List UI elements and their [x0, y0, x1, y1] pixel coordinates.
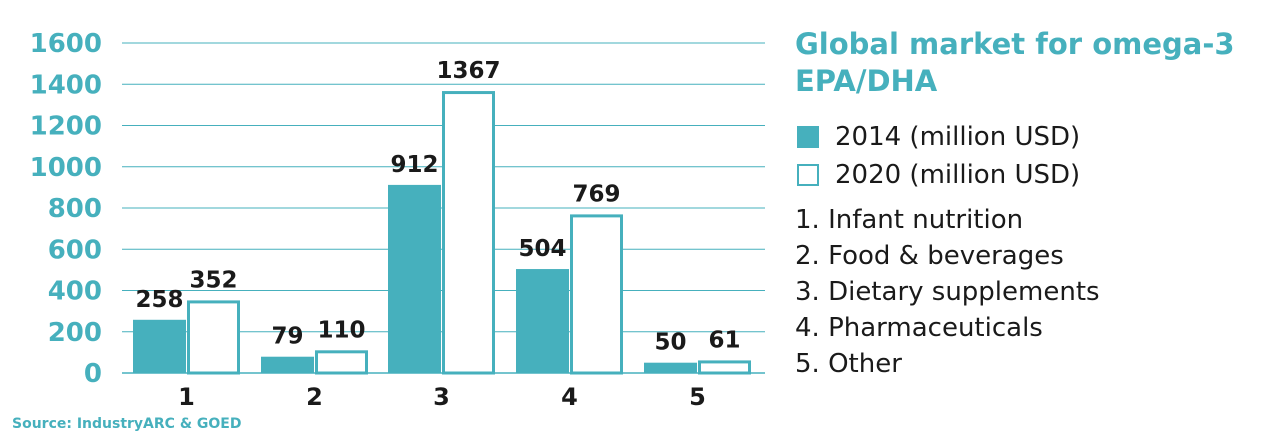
x-tick-label: 1: [178, 383, 195, 411]
bar-2020: [187, 300, 240, 375]
bar-2020: [315, 350, 368, 375]
data-label: 504: [518, 236, 566, 262]
data-label: 79: [271, 324, 303, 350]
y-tick-label: 1200: [30, 112, 102, 142]
bar-2020: [442, 91, 495, 375]
x-tick-label: 5: [689, 383, 706, 411]
y-tick-label: 0: [84, 359, 102, 389]
category-key-item: 4. Pharmaceuticals: [795, 313, 1043, 343]
data-label: 50: [654, 330, 686, 356]
x-tick-label: 2: [306, 383, 323, 411]
bar-2014: [133, 319, 186, 373]
legend: 2014 (million USD) 2020 (million USD): [795, 118, 1275, 194]
category-key-item: 3. Dietary supplements: [795, 277, 1100, 307]
x-tick-label: 4: [561, 383, 578, 411]
legend-label-2014: 2014 (million USD): [835, 122, 1081, 152]
source-note: Source: IndustryARC & GOED: [12, 416, 241, 432]
y-tick-label: 200: [48, 318, 102, 348]
legend-label-2020: 2020 (million USD): [835, 160, 1081, 190]
y-tick-label: 800: [48, 194, 102, 224]
data-label: 912: [390, 152, 438, 178]
category-key-item: 2. Food & beverages: [795, 241, 1064, 271]
data-label: 110: [317, 317, 365, 343]
chart-title: Global market for omega-3 EPA/DHA: [795, 27, 1235, 98]
bar-2020: [570, 214, 623, 375]
y-tick-label: 1400: [30, 70, 102, 100]
category-key: 1. Infant nutrition 2. Food & beverages …: [795, 202, 1275, 382]
legend-item-2020: 2020 (million USD): [795, 156, 1275, 194]
side-panel: Global market for omega-3 EPA/DHA 2014 (…: [795, 26, 1275, 382]
data-label: 61: [708, 327, 740, 353]
bar-2014: [644, 362, 697, 373]
category-key-item: 5. Other: [795, 349, 902, 379]
legend-item-2014: 2014 (million USD): [795, 118, 1275, 156]
data-label: 258: [135, 287, 183, 313]
category-key-item: 1. Infant nutrition: [795, 205, 1024, 235]
x-axis: 1 2 3 4 5: [178, 383, 706, 411]
y-tick-label: 400: [48, 277, 102, 307]
legend-swatch-2020: [797, 164, 819, 186]
bar-2020: [698, 360, 751, 375]
data-label: 352: [189, 267, 237, 293]
y-tick-label: 1000: [30, 153, 102, 183]
bar-2014: [261, 356, 314, 373]
data-label: 1367: [436, 58, 500, 84]
y-tick-label: 600: [48, 235, 102, 265]
y-tick-label: 1600: [30, 29, 102, 59]
data-label: 769: [572, 181, 620, 207]
bars: [133, 91, 751, 375]
x-tick-label: 3: [433, 383, 450, 411]
y-axis: 0 200 400 600 800 1000 1200 1400 1600: [30, 29, 102, 389]
legend-swatch-2014: [797, 126, 819, 148]
bar-2014: [516, 269, 569, 373]
bar-2014: [388, 184, 441, 373]
